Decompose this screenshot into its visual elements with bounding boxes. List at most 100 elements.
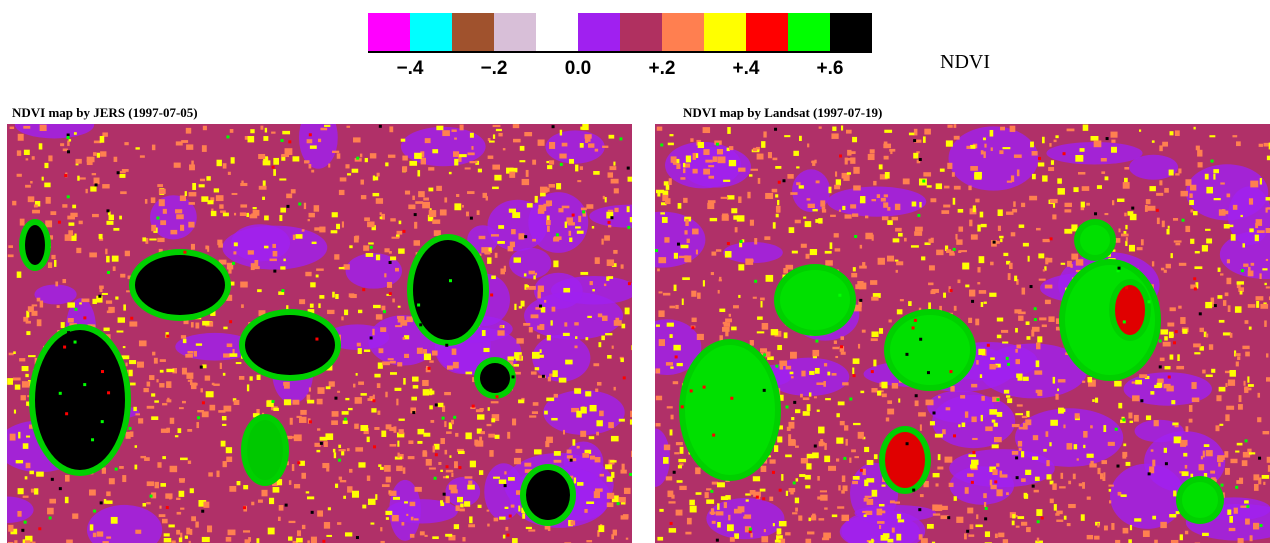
texture xyxy=(1030,142,1034,148)
texture xyxy=(772,189,778,193)
texture xyxy=(979,256,985,263)
texture xyxy=(1019,448,1022,451)
texture xyxy=(268,528,275,535)
texture xyxy=(613,530,617,536)
texture xyxy=(304,203,306,209)
texture xyxy=(460,125,464,131)
texture xyxy=(1217,295,1222,299)
texture xyxy=(308,219,310,221)
texture xyxy=(831,133,838,138)
texture xyxy=(871,297,878,301)
texture xyxy=(170,418,174,424)
texture xyxy=(970,166,978,171)
texture xyxy=(818,518,824,520)
texture xyxy=(1211,160,1214,163)
texture xyxy=(957,279,960,283)
texture xyxy=(185,536,188,539)
texture xyxy=(1168,376,1171,379)
texture xyxy=(491,276,496,280)
texture xyxy=(1185,531,1188,535)
texture xyxy=(468,481,472,485)
texture xyxy=(257,375,261,380)
texture xyxy=(712,482,718,485)
texture xyxy=(1148,472,1151,475)
texture xyxy=(864,514,867,517)
texture xyxy=(584,509,587,513)
texture xyxy=(358,310,362,313)
texture xyxy=(919,158,922,161)
texture xyxy=(15,385,21,390)
texture xyxy=(839,210,841,212)
texture xyxy=(49,516,52,519)
texture xyxy=(395,268,399,272)
texture xyxy=(1080,225,1110,255)
texture xyxy=(454,159,458,166)
texture xyxy=(1244,500,1249,503)
texture xyxy=(1168,226,1170,229)
texture xyxy=(24,150,30,155)
texture xyxy=(613,162,615,166)
texture xyxy=(1124,167,1129,170)
legend-label: +.2 xyxy=(649,58,676,79)
texture xyxy=(102,467,106,473)
texture xyxy=(1230,459,1237,463)
texture xyxy=(577,446,580,449)
texture xyxy=(488,407,490,411)
texture xyxy=(8,525,13,532)
texture xyxy=(795,220,801,224)
texture xyxy=(680,177,685,179)
texture xyxy=(106,536,111,538)
texture xyxy=(202,411,209,417)
texture xyxy=(159,383,164,387)
texture xyxy=(435,403,438,406)
texture xyxy=(532,239,536,242)
texture xyxy=(196,422,199,428)
texture xyxy=(605,197,607,202)
texture xyxy=(1075,155,1083,162)
texture xyxy=(472,405,475,408)
texture xyxy=(577,482,583,486)
texture xyxy=(465,476,473,478)
texture xyxy=(1034,370,1042,374)
texture xyxy=(1210,471,1215,474)
texture xyxy=(1226,406,1234,410)
texture xyxy=(14,410,16,414)
texture xyxy=(170,230,177,234)
texture xyxy=(1175,173,1179,175)
texture xyxy=(380,467,384,470)
texture xyxy=(965,411,968,417)
texture xyxy=(1250,535,1253,541)
texture xyxy=(817,476,820,481)
texture xyxy=(166,369,174,372)
texture xyxy=(954,306,957,311)
texture xyxy=(879,504,885,506)
texture xyxy=(954,496,957,501)
texture xyxy=(751,169,758,171)
texture xyxy=(1148,206,1156,211)
texture xyxy=(81,299,89,303)
texture xyxy=(835,356,838,358)
texture xyxy=(675,305,678,309)
texture xyxy=(500,268,505,274)
texture xyxy=(1224,451,1228,457)
texture xyxy=(151,225,156,231)
texture xyxy=(107,271,110,274)
texture xyxy=(941,210,949,214)
texture xyxy=(712,521,716,524)
texture xyxy=(851,273,857,277)
texture xyxy=(24,521,27,524)
texture xyxy=(812,209,817,211)
texture xyxy=(1205,302,1212,308)
texture xyxy=(13,378,21,381)
texture xyxy=(619,419,625,422)
texture xyxy=(68,222,74,225)
texture xyxy=(514,257,521,262)
texture xyxy=(1068,481,1071,484)
page: −.4−.20.0+.2+.4+.6 NDVI NDVI map by JERS… xyxy=(0,0,1270,543)
texture xyxy=(789,227,795,233)
texture xyxy=(1266,228,1270,233)
texture xyxy=(668,501,675,503)
texture xyxy=(786,405,789,408)
texture xyxy=(1032,485,1035,488)
texture xyxy=(834,185,840,189)
